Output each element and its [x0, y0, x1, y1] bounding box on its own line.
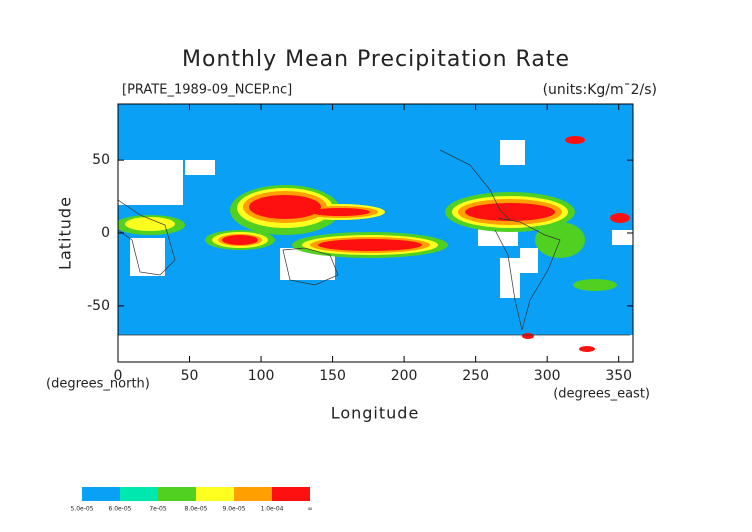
x-tick-label: 200 [391, 368, 418, 384]
x-tick-label: 300 [534, 368, 561, 384]
y-tick-label: 0 [101, 225, 110, 241]
colorbar-label: 7e-05 [149, 506, 166, 513]
colorbar-swatch [234, 487, 272, 501]
x-tick-label: 100 [248, 368, 275, 384]
colorbar-swatch [120, 487, 158, 501]
colorbar-label: 9.0e-05 [222, 506, 245, 513]
colorbar-label: ∞ [308, 506, 313, 513]
y-tick-label: 50 [92, 152, 110, 168]
x-units: (degrees_east) [553, 387, 650, 402]
x-tick-label: 0 [114, 368, 123, 384]
chart-title: Monthly Mean Precipitation Rate [182, 47, 570, 72]
x-tick-label: 150 [319, 368, 346, 384]
subtitle-left: [PRATE_1989-09_NCEP.nc] [122, 83, 292, 98]
precip-field [118, 104, 633, 362]
colorbar-label: 5.0e-05 [70, 506, 93, 513]
colorbar-swatch [272, 487, 310, 501]
colorbar-label: 6.0e-05 [108, 506, 131, 513]
subtitle-right: (units:Kg/m¯2/s) [543, 82, 657, 98]
x-tick-label: 50 [181, 368, 199, 384]
y-units: (degrees_north) [46, 377, 150, 392]
x-axis-label: Longitude [331, 404, 420, 423]
x-tick-label: 250 [462, 368, 489, 384]
y-tick-label: -50 [87, 298, 110, 314]
colorbar-swatch [158, 487, 196, 501]
colorbar-label: 8.0e-05 [184, 506, 207, 513]
colorbar-swatch [82, 487, 120, 501]
colorbar-label: 1.0e-04 [260, 506, 283, 513]
x-tick-label: 350 [605, 368, 632, 384]
colorbar-swatch [196, 487, 234, 501]
y-axis-label: Latitude [56, 196, 75, 270]
